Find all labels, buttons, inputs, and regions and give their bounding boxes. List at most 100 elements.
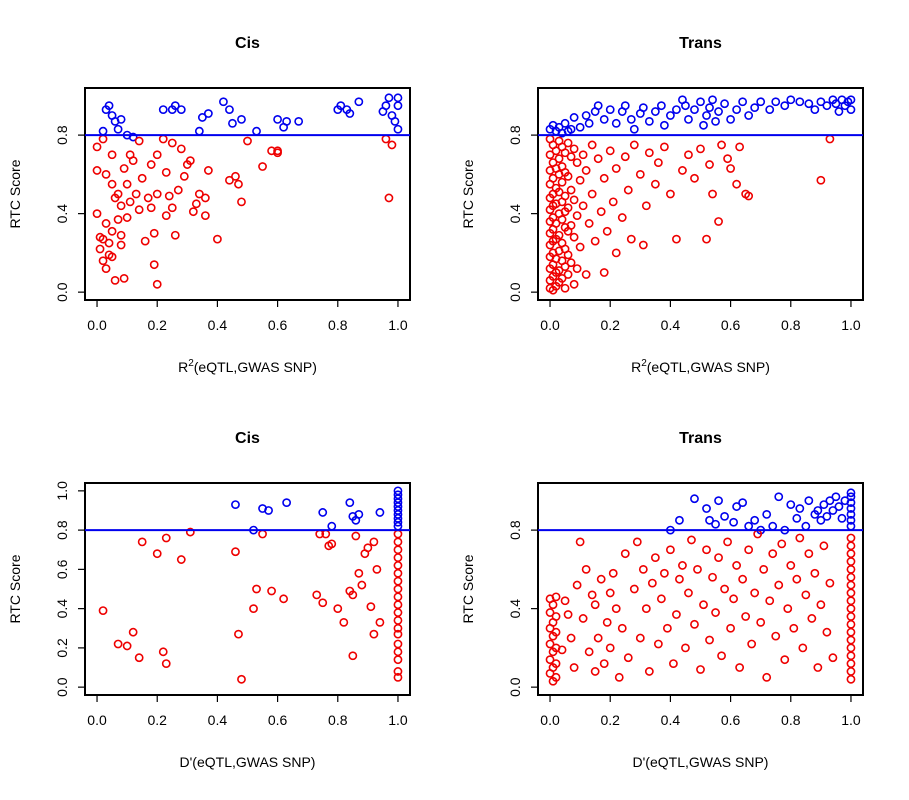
- data-point-low: [149, 260, 159, 270]
- data-point-low: [140, 236, 150, 246]
- data-point-low: [684, 150, 693, 160]
- data-point-low: [581, 564, 591, 574]
- data-point-low: [711, 608, 720, 617]
- data-point-low: [318, 598, 328, 608]
- data-point-high: [666, 111, 675, 120]
- data-point-low: [690, 173, 699, 183]
- y-tick-label: 0.8: [54, 125, 70, 145]
- data-point-low: [750, 588, 760, 598]
- data-point-high: [113, 124, 123, 134]
- panel-title: Trans: [679, 35, 722, 52]
- data-point-low: [557, 645, 567, 655]
- data-point-low: [551, 672, 561, 682]
- data-point-low: [563, 250, 573, 260]
- data-point-low: [714, 553, 723, 562]
- y-tick-label: 0.8: [507, 125, 523, 145]
- data-point-low: [185, 156, 195, 166]
- data-point-low: [369, 537, 379, 547]
- data-point-low: [789, 623, 799, 633]
- data-point-low: [369, 629, 379, 639]
- data-point-high: [819, 500, 829, 509]
- data-point-high: [336, 101, 346, 111]
- data-point-low: [354, 568, 364, 578]
- x-axis-label-main: R: [631, 359, 641, 375]
- data-point-low: [98, 256, 108, 266]
- data-point-low: [726, 623, 735, 633]
- data-point-high: [566, 124, 576, 134]
- data-point-low: [161, 168, 171, 177]
- x-tick-label: 0.2: [600, 317, 620, 333]
- data-point-low: [666, 189, 675, 199]
- data-point-low: [569, 144, 579, 154]
- data-point-low: [551, 627, 561, 637]
- data-point-high: [756, 97, 766, 107]
- data-point-high: [738, 97, 748, 107]
- data-point-low: [170, 230, 180, 240]
- data-point-low: [569, 232, 579, 242]
- data-point-low: [575, 175, 585, 185]
- data-point-high: [644, 116, 654, 126]
- data-point-low: [729, 594, 739, 604]
- data-point-low: [393, 608, 403, 617]
- data-point-high: [708, 95, 717, 105]
- data-point-low: [738, 574, 748, 584]
- data-point-low: [179, 171, 189, 181]
- data-point-high: [705, 515, 714, 525]
- data-point-low: [578, 150, 588, 160]
- data-point-high: [345, 498, 355, 508]
- data-point-low: [587, 590, 597, 600]
- data-point-low: [563, 171, 573, 181]
- data-point-low: [744, 191, 754, 201]
- data-point-high: [354, 97, 364, 107]
- y-tick-label: 0.2: [54, 638, 70, 658]
- data-point-low: [348, 651, 358, 661]
- data-point-low: [638, 564, 648, 574]
- y-tick-label: 0.8: [54, 520, 70, 540]
- data-point-low: [708, 189, 717, 199]
- data-point-low: [846, 619, 856, 629]
- data-point-low: [599, 173, 609, 183]
- data-point-low: [213, 234, 222, 244]
- data-point-low: [327, 539, 337, 549]
- data-point-low: [134, 136, 144, 146]
- data-point-low: [569, 195, 579, 205]
- panel-title: Trans: [679, 430, 722, 447]
- x-axis-label-main: D'(eQTL,GWAS SNP): [180, 754, 316, 770]
- data-point-low: [596, 574, 606, 584]
- data-point-low: [584, 219, 594, 228]
- data-point-low: [557, 177, 567, 187]
- data-point-low: [92, 209, 102, 219]
- data-point-high: [705, 103, 714, 113]
- data-point-low: [792, 574, 802, 584]
- data-point-high: [384, 93, 394, 103]
- x-tick-label: 0.2: [147, 712, 167, 728]
- data-point-low: [641, 604, 651, 614]
- data-point-low: [774, 580, 784, 590]
- x-tick-label: 0.0: [87, 712, 107, 728]
- data-point-low: [723, 154, 732, 164]
- data-point-low: [119, 274, 129, 283]
- data-point-high: [581, 111, 591, 120]
- data-point-low: [816, 175, 826, 185]
- data-point-low: [101, 219, 111, 228]
- data-point-low: [702, 234, 711, 244]
- data-point-high: [810, 105, 820, 114]
- data-point-low: [143, 193, 153, 203]
- data-point-low: [801, 590, 811, 600]
- data-point-low: [387, 140, 397, 150]
- data-point-low: [200, 211, 210, 220]
- x-axis-label-rest: (eQTL,GWAS SNP): [647, 359, 770, 375]
- data-point-high: [98, 126, 108, 136]
- data-point-low: [638, 240, 648, 250]
- data-point-low: [113, 215, 123, 224]
- panel-trans-dprime: Trans RTC Score D'(eQTL,GWAS SNP) 0.0 0.2…: [460, 430, 864, 770]
- data-point-low: [653, 639, 663, 649]
- data-point-low: [92, 142, 102, 152]
- data-point-high: [726, 115, 735, 124]
- data-point-high: [786, 500, 796, 509]
- data-point-high: [828, 506, 838, 515]
- data-point-low: [116, 201, 126, 211]
- data-point-high: [282, 498, 292, 508]
- data-point-low: [605, 643, 615, 653]
- data-point-low: [107, 226, 117, 236]
